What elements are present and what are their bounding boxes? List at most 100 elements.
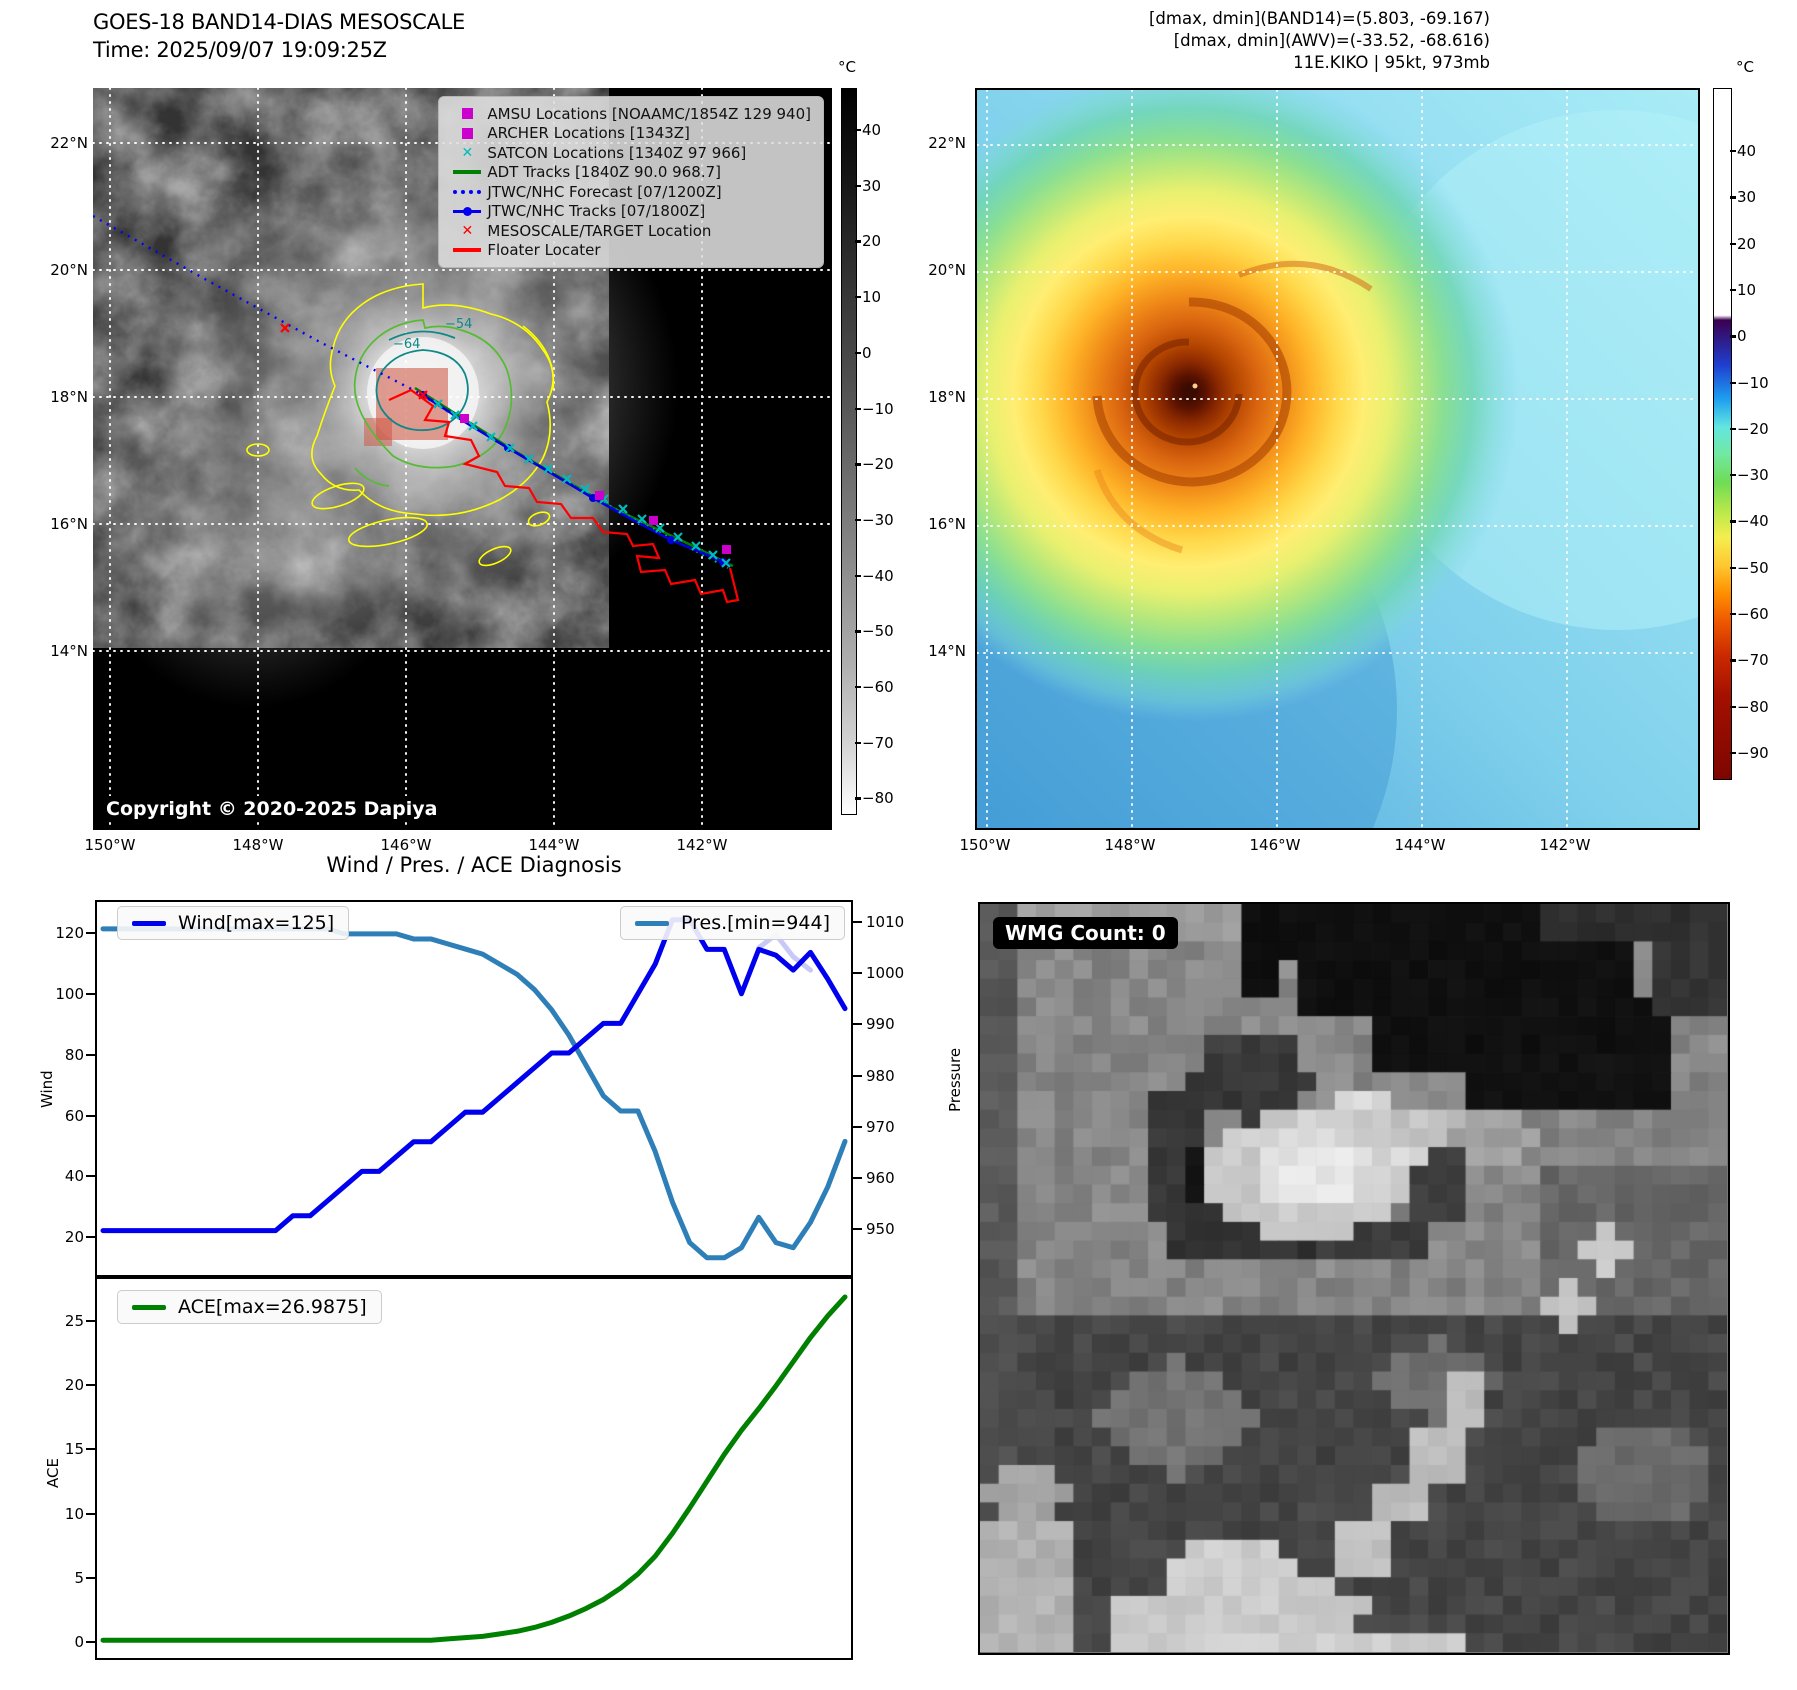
tick-mark (1730, 288, 1736, 292)
ace-swatch-icon (132, 1304, 166, 1310)
awv-colorbar-tick: −80 (1737, 697, 1769, 716)
goes-colorbar-tick: 10 (862, 288, 882, 307)
goes-colorbar-tick: −40 (862, 566, 894, 585)
awv-grid-lines (977, 90, 1698, 828)
ace-line (100, 1294, 848, 1643)
floater-line-icon (447, 248, 487, 253)
archer-square-icon (447, 127, 487, 139)
pres-swatch-icon (635, 920, 669, 926)
goes-colorbar-tick: 0 (862, 343, 872, 362)
goes-title: GOES-18 BAND14-DIAS MESOSCALE (93, 10, 465, 34)
goes-lon-tick: 148°W (232, 836, 284, 854)
legend-label: ARCHER Locations [1343Z] (487, 124, 690, 143)
tick-mark (1730, 613, 1736, 616)
forecast-dotted-icon (447, 189, 487, 194)
awv-colorbar (1713, 88, 1732, 780)
awv-map-graphics (977, 90, 1698, 828)
tick-mark (1730, 751, 1736, 755)
tick-mark (86, 1320, 95, 1323)
awv-satellite-map[interactable] (975, 88, 1700, 830)
dmax-dmin-awv: [dmax, dmin](AWV)=(-33.52, -68.616) (1173, 31, 1490, 50)
wind-legend-label: Wind[max=125] (178, 912, 335, 934)
goes-colorbar (841, 88, 857, 815)
legend-label: MESOSCALE/TARGET Location (487, 221, 712, 240)
tick-mark (853, 921, 862, 924)
tick-mark (1730, 659, 1736, 662)
ace-axis-label: ACE (44, 1458, 62, 1488)
tick-mark (855, 351, 861, 355)
ace-tick: 0 (74, 1633, 84, 1651)
legend-item-satcon: ✕ SATCON Locations [1340Z 97 966] (447, 143, 811, 163)
awv-colorbar-unit: °C (1736, 58, 1754, 76)
awv-lon-tick: 142°W (1539, 836, 1591, 854)
goes-colorbar-tick: 20 (862, 232, 882, 251)
wind-tick: 120 (55, 924, 84, 942)
ace-chart[interactable] (95, 1277, 853, 1660)
pressure-tick: 990 (866, 1015, 895, 1033)
contour-label-inner: −64 (393, 337, 420, 352)
pressure-tick: 1000 (866, 964, 905, 982)
ace-legend-label: ACE[max=26.9875] (178, 1296, 367, 1318)
tick-mark (86, 1384, 95, 1387)
tick-mark (853, 1126, 862, 1129)
tick-mark (855, 407, 861, 410)
tick-mark (1730, 335, 1736, 338)
awv-colorbar-tick: −70 (1737, 651, 1769, 670)
storm-id-intensity: 11E.KIKO | 95kt, 973mb (1293, 53, 1490, 72)
wind-tick: 60 (64, 1107, 84, 1125)
tick-mark (86, 932, 95, 935)
ace-plot (100, 1294, 848, 1643)
awv-lat-tick: 20°N (928, 261, 966, 279)
tick-mark (855, 518, 861, 522)
tick-mark (86, 1448, 95, 1451)
legend-label: AMSU Locations [NOAAMC/1854Z 129 940] (487, 104, 811, 123)
tick-mark (855, 741, 861, 745)
amsu-square-icon (447, 108, 487, 120)
temperature-contours (246, 283, 555, 567)
wind-tick: 40 (64, 1167, 84, 1185)
tick-mark (855, 630, 861, 633)
copyright-badge: Copyright © 2020-2025 Dapiya (96, 796, 448, 822)
tick-mark (86, 1236, 95, 1239)
goes-colorbar-tick: −70 (862, 733, 894, 752)
wind-tick: 100 (55, 985, 84, 1003)
awv-colorbar-tick: 0 (1737, 327, 1747, 346)
tick-mark (1730, 196, 1736, 199)
awv-lat-tick: 16°N (928, 515, 966, 533)
goes-lat-tick: 18°N (50, 388, 88, 406)
awv-lon-tick: 150°W (959, 836, 1011, 854)
tick-mark (1730, 520, 1736, 523)
goes-colorbar-tick: −30 (862, 510, 894, 529)
wind-legend: Wind[max=125] (117, 906, 350, 940)
awv-lat-tick: 22°N (928, 134, 966, 152)
awv-colorbar-tick: 20 (1737, 234, 1757, 253)
pressure-tick: 980 (866, 1067, 895, 1085)
tick-mark (1730, 705, 1736, 708)
tick-mark (86, 1577, 95, 1580)
tick-mark (855, 574, 861, 577)
tick-mark (1730, 474, 1736, 477)
goes-satellite-map[interactable]: −64 −54 AMSU Locations [NOAAMC/1854Z 129… (93, 88, 832, 830)
awv-colorbar-tick: 40 (1737, 142, 1757, 160)
goes-lon-tick: 150°W (84, 836, 136, 854)
tick-mark (1730, 242, 1736, 245)
pressure-axis-label: Pressure (946, 1047, 964, 1112)
contour-label-outer: −54 (445, 317, 472, 332)
goes-colorbar-tick: −50 (862, 622, 894, 641)
awv-colorbar-tick: −30 (1737, 466, 1769, 485)
wmg-panel[interactable]: WMG Count: 0 (978, 902, 1730, 1655)
tick-mark (86, 1054, 95, 1057)
goes-map-legend: AMSU Locations [NOAAMC/1854Z 129 940] AR… (438, 96, 824, 268)
legend-label: SATCON Locations [1340Z 97 966] (487, 143, 747, 162)
awv-lon-tick: 146°W (1249, 836, 1301, 854)
legend-label: ADT Tracks [1840Z 90.0 968.7] (487, 163, 721, 182)
goes-colorbar-tick: 40 (862, 121, 882, 139)
legend-item-tracks: JTWC/NHC Tracks [07/1800Z] (447, 202, 811, 222)
awv-colorbar-tick: 10 (1737, 280, 1757, 299)
ace-tick: 20 (64, 1376, 84, 1394)
wind-swatch-icon (132, 920, 166, 926)
tick-mark (86, 1115, 95, 1118)
wind-pressure-chart[interactable] (95, 900, 853, 1277)
tick-mark (855, 129, 861, 132)
